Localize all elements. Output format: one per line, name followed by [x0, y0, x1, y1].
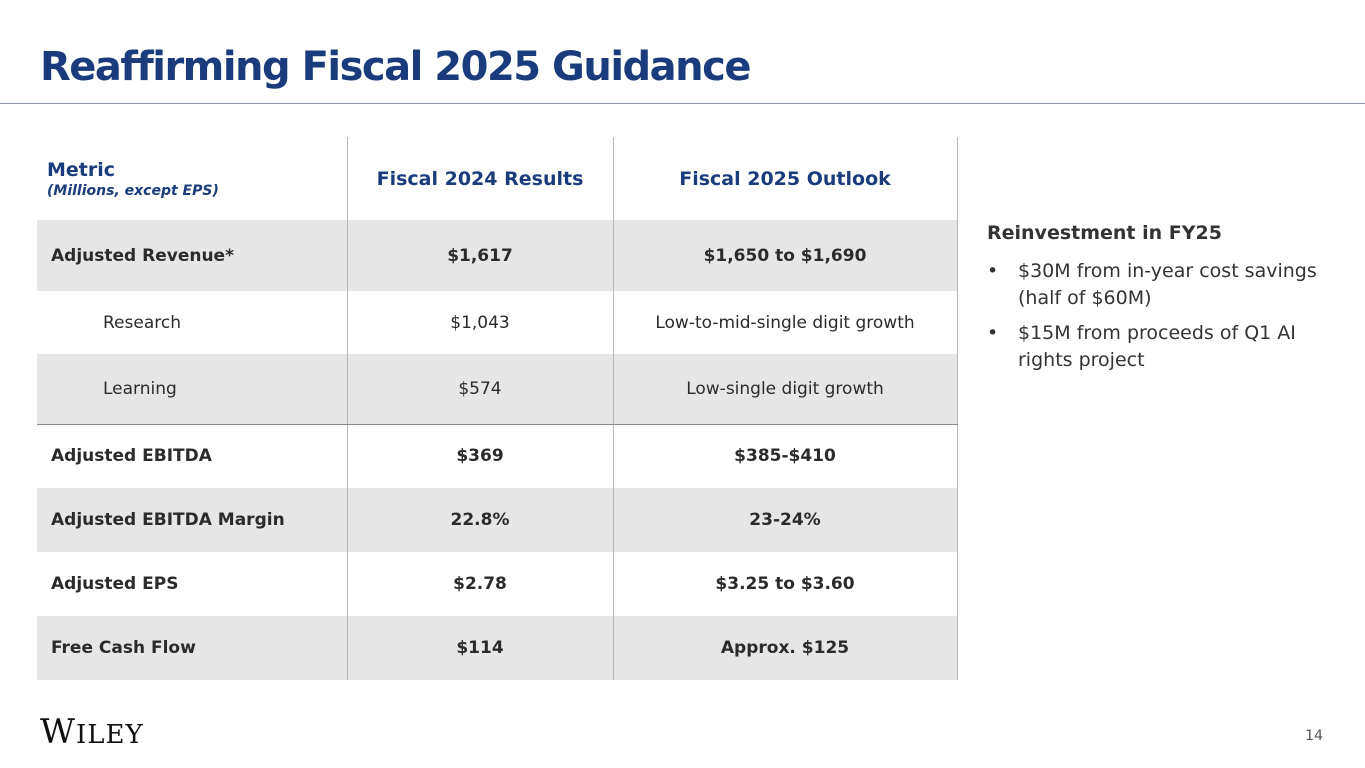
guidance-table: Metric (Millions, except EPS) Fiscal 202… — [37, 137, 958, 680]
header-fy2025: Fiscal 2025 Outlook — [613, 137, 958, 220]
table-row: Research $1,043 Low-to-mid-single digit … — [37, 291, 958, 354]
row-metric: Adjusted Revenue* — [37, 220, 348, 291]
logo-rest: ILEY — [75, 720, 144, 750]
table-row: Free Cash Flow $114 Approx. $125 — [37, 616, 958, 680]
title-divider — [0, 103, 1365, 104]
header-fy2024: Fiscal 2024 Results — [347, 137, 614, 220]
table-row: Learning $574 Low-single digit growth — [37, 354, 958, 425]
row-fy2025-value: Approx. $125 — [613, 616, 958, 680]
table-row: Adjusted EPS $2.78 $3.25 to $3.60 — [37, 552, 958, 616]
row-fy2025-value: Low-to-mid-single digit growth — [613, 291, 958, 354]
page-number: 14 — [1305, 728, 1323, 744]
row-fy2025-value: $385-$410 — [613, 424, 958, 488]
table-row: Adjusted EBITDA Margin 22.8% 23-24% — [37, 488, 958, 552]
reinvestment-panel: Reinvestment in FY25 • $30M from in-year… — [987, 222, 1327, 382]
row-metric: Research — [37, 291, 348, 354]
reinvestment-heading: Reinvestment in FY25 — [987, 222, 1222, 244]
list-item-text: $30M from in-year cost savings (half of … — [1018, 260, 1317, 309]
row-fy2024-value: 22.8% — [347, 488, 614, 552]
row-metric: Free Cash Flow — [37, 616, 348, 680]
header-metric-label: Metric — [47, 158, 116, 181]
row-fy2024-value: $574 — [347, 354, 614, 425]
reinvestment-list: • $30M from in-year cost savings (half o… — [987, 258, 1327, 374]
row-fy2025-value: Low-single digit growth — [613, 354, 958, 425]
row-metric: Learning — [37, 354, 348, 425]
row-metric: Adjusted EBITDA Margin — [37, 488, 348, 552]
row-fy2025-value: $1,650 to $1,690 — [613, 220, 958, 291]
row-fy2024-value: $369 — [347, 424, 614, 488]
row-fy2024-value: $1,043 — [347, 291, 614, 354]
row-fy2025-value: 23-24% — [613, 488, 958, 552]
bullet-icon: • — [987, 260, 999, 282]
table-row: Adjusted EBITDA $369 $385-$410 — [37, 424, 958, 488]
logo-initial: W — [40, 712, 76, 752]
header-metric: Metric (Millions, except EPS) — [37, 137, 348, 220]
row-fy2024-value: $114 — [347, 616, 614, 680]
row-fy2024-value: $2.78 — [347, 552, 614, 616]
table-row: Adjusted Revenue* $1,617 $1,650 to $1,69… — [37, 220, 958, 291]
row-fy2025-value: $3.25 to $3.60 — [613, 552, 958, 616]
row-fy2024-value: $1,617 — [347, 220, 614, 291]
list-item: • $15M from proceeds of Q1 AI rights pro… — [987, 320, 1327, 374]
row-metric: Adjusted EBITDA — [37, 424, 348, 488]
list-item: • $30M from in-year cost savings (half o… — [987, 258, 1327, 312]
slide-title: Reaffirming Fiscal 2025 Guidance — [40, 44, 752, 90]
row-metric: Adjusted EPS — [37, 552, 348, 616]
header-metric-note: (Millions, except EPS) — [47, 182, 219, 199]
bullet-icon: • — [987, 322, 999, 344]
table-header-row: Metric (Millions, except EPS) Fiscal 202… — [37, 137, 958, 220]
wiley-logo: WILEY — [40, 712, 144, 752]
guidance-table-container: Metric (Millions, except EPS) Fiscal 202… — [37, 137, 958, 680]
list-item-text: $15M from proceeds of Q1 AI rights proje… — [1018, 322, 1296, 371]
